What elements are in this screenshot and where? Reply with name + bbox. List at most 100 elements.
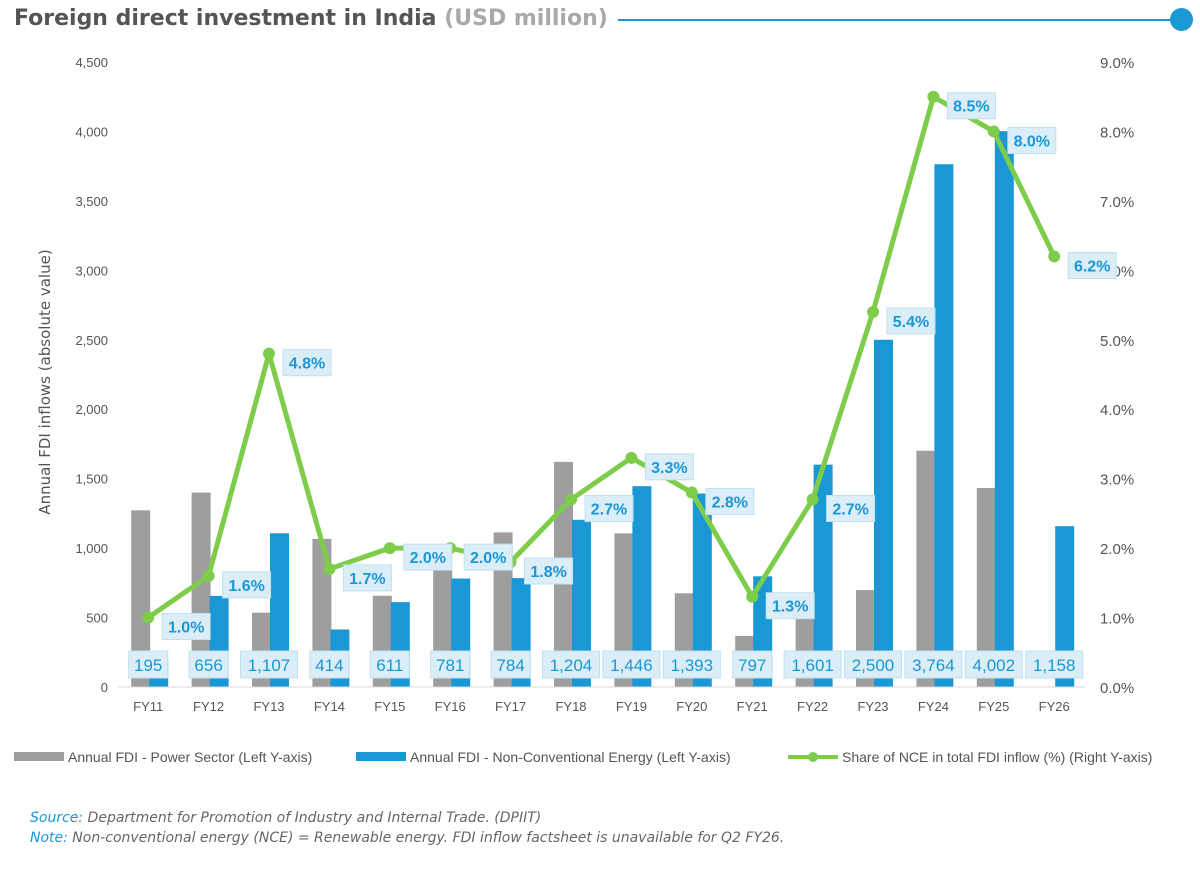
x-tick-label: FY14 — [314, 699, 345, 714]
y-tick-label: 4,000 — [75, 124, 108, 139]
share-point-FY24 — [927, 90, 940, 103]
x-tick-label: FY22 — [797, 699, 828, 714]
bar-value-label: 1,393 — [671, 656, 714, 675]
share-label-box — [524, 557, 574, 585]
bar-power-FY14 — [312, 538, 332, 687]
bar-label-box — [309, 650, 350, 679]
bar-power-FY17 — [493, 532, 513, 687]
bar-label-box — [490, 650, 531, 679]
y-tick-label: 1,500 — [75, 472, 108, 487]
bar-value-label: 781 — [436, 656, 464, 675]
bar-label-box — [783, 650, 842, 679]
share-value-label: 1.0% — [168, 620, 204, 637]
bar-value-label: 2,500 — [852, 656, 895, 675]
x-tick-label: FY23 — [857, 699, 888, 714]
share-value-label: 2.8% — [712, 495, 748, 512]
share-point-FY11 — [142, 611, 155, 624]
bar-label-box — [732, 650, 773, 679]
x-tick-label: FY15 — [374, 699, 405, 714]
share-value-label: 2.0% — [470, 550, 506, 567]
x-tick-label: FY13 — [253, 699, 284, 714]
y-axis-label: Annual FDI inflows (absolute value) — [36, 249, 54, 514]
share-value-label: 1.3% — [772, 599, 808, 616]
bar-label-box — [430, 650, 471, 679]
x-tick-label: FY25 — [978, 699, 1009, 714]
bar-value-label: 1,107 — [248, 656, 291, 675]
bar-value-label: 1,601 — [791, 656, 834, 675]
legend-marker-share — [808, 752, 818, 762]
note-text: Non-conventional energy (NCE) = Renewabl… — [67, 830, 785, 846]
legend-label-nce: Annual FDI - Non-Conventional Energy (Le… — [410, 749, 731, 765]
footnote: Note: Non-conventional energy (NCE) = Re… — [30, 830, 784, 846]
bar-value-label: 797 — [738, 656, 766, 675]
bar-label-box — [188, 650, 229, 679]
share-value-label: 8.5% — [953, 99, 989, 116]
share-point-FY20 — [685, 486, 698, 499]
y-axis-right-ticks: 0.0%1.0%2.0%3.0%4.0%5.0%6.0%7.0%8.0%9.0% — [1100, 55, 1134, 697]
y2-tick-label: 9.0% — [1100, 55, 1134, 72]
bar-label-box — [602, 650, 661, 679]
bar-label-box — [240, 650, 298, 679]
share-label-box — [644, 453, 694, 481]
bar-power-FY24 — [916, 450, 936, 687]
bar-power-FY19 — [614, 533, 634, 687]
x-tick-label: FY18 — [555, 699, 586, 714]
share-point-FY26 — [1048, 250, 1061, 263]
share-value-label: 8.0% — [1014, 133, 1050, 150]
share-label-box — [584, 495, 634, 522]
bar-power-FY11 — [131, 510, 151, 687]
y-tick-label: 1,000 — [75, 541, 108, 556]
bar-value-label: 784 — [496, 656, 524, 675]
bar-value-label: 414 — [315, 656, 343, 675]
bar-value-label: 195 — [134, 656, 162, 675]
y2-tick-label: 2.0% — [1100, 541, 1134, 558]
y2-tick-label: 3.0% — [1100, 472, 1134, 489]
y-tick-label: 2,500 — [75, 333, 108, 348]
bar-nce-FY19 — [632, 486, 652, 687]
legend-label-share: Share of NCE in total FDI inflow (%) (Ri… — [842, 749, 1152, 765]
bar-label-box — [128, 650, 169, 679]
share-value-label: 1.8% — [530, 564, 566, 581]
share-value-label: 6.2% — [1074, 258, 1110, 275]
fdi-chart: 0 500 1,000 1,500 2,000 2,500 3,000 3,500 4,000 4… — [14, 55, 1152, 765]
legend-label-power: Annual FDI - Power Sector (Left Y-axis) — [68, 749, 312, 765]
bar-label-box — [662, 650, 721, 679]
bar-nce-FY24 — [934, 164, 954, 687]
share-label-box — [705, 488, 755, 516]
share-point-FY22 — [806, 493, 819, 506]
share-label-box — [1007, 126, 1057, 154]
x-tick-label: FY21 — [737, 699, 768, 714]
y-axis-left-ticks: 0 500 1,000 1,500 2,000 2,500 3,000 3,500 4,000 4… — [75, 55, 108, 695]
share-point-FY18 — [565, 493, 577, 506]
bars-layer — [131, 131, 1075, 687]
share-value-label: 1.7% — [349, 571, 385, 588]
bar-labels-layer: 195 656 1,107 414 611 781 784 1,204 1,446 1,393 79… — [128, 650, 1084, 679]
share-value-label: 1.6% — [228, 578, 264, 595]
x-tick-label: FY16 — [435, 699, 466, 714]
y2-tick-label: 0.0% — [1100, 680, 1134, 697]
share-value-label: 2.7% — [591, 502, 627, 519]
chart-title-main: Foreign direct investment in India — [14, 6, 437, 31]
bar-label-box — [844, 650, 902, 679]
bar-nce-FY18 — [572, 519, 591, 687]
source-label: Source: — [30, 810, 84, 826]
bar-label-box — [904, 650, 963, 679]
bar-value-label: 611 — [376, 656, 403, 675]
share-point-FY23 — [867, 306, 879, 318]
share-label-box — [765, 592, 815, 620]
legend-swatch-power — [14, 752, 64, 761]
share-line — [146, 94, 1057, 620]
y-tick-label: 500 — [86, 611, 108, 626]
bar-value-label: 4,002 — [973, 656, 1016, 675]
bar-value-label: 3,764 — [912, 656, 955, 675]
chart-title: Foreign direct investment in India (USD … — [14, 6, 608, 31]
bar-label-box — [964, 650, 1023, 679]
share-value-label: 2.0% — [410, 550, 446, 567]
x-tick-label: FY11 — [133, 699, 163, 714]
legend-swatch-nce — [356, 752, 406, 761]
bar-nce-FY20 — [692, 493, 712, 687]
y2-tick-label: 8.0% — [1100, 124, 1134, 141]
share-line-layer: 1.0% 1.6% 4.8% 1.7% 2.0% 2.0% 1.8% 2.7% 3.3% 2.8%… — [142, 90, 1117, 641]
share-point-FY14 — [323, 562, 336, 575]
bar-nce-FY25 — [994, 131, 1014, 687]
